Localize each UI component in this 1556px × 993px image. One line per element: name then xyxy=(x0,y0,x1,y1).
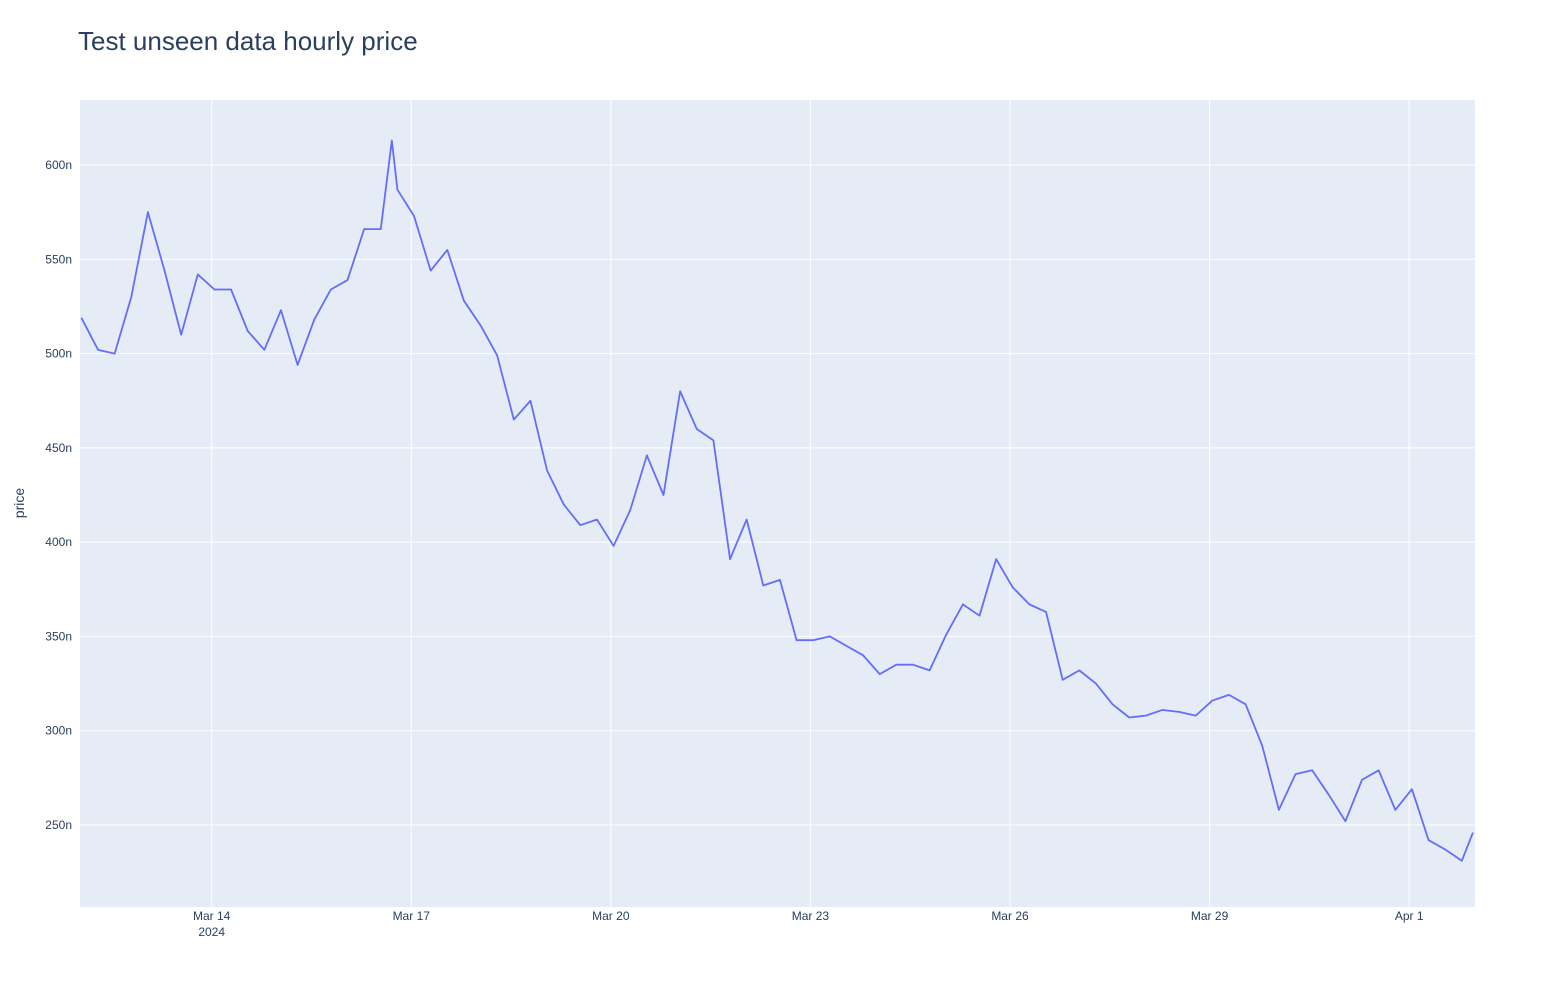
x-tick-label: Mar 20 xyxy=(592,909,630,923)
x-tick-label: Apr 1 xyxy=(1395,909,1424,923)
x-tick-label: Mar 17 xyxy=(393,909,431,923)
y-tick-label: 400n xyxy=(45,535,72,549)
y-tick-label: 450n xyxy=(45,441,72,455)
line xyxy=(80,139,1474,862)
plot-area xyxy=(80,100,1475,907)
y-axis-title: price xyxy=(11,488,27,519)
y-tick-label: 350n xyxy=(45,629,72,643)
x-tick-label: Mar 14 2024 xyxy=(193,909,231,939)
x-tick-label: Mar 29 xyxy=(1191,909,1229,923)
y-tick-label: 300n xyxy=(45,724,72,738)
y-tick-label: 250n xyxy=(45,818,72,832)
y-tick-label: 550n xyxy=(45,252,72,266)
x-tick-label: Mar 26 xyxy=(991,909,1029,923)
chart-title: Test unseen data hourly price xyxy=(78,26,418,56)
x-tick-label: Mar 23 xyxy=(792,909,830,923)
y-tick-label: 600n xyxy=(45,158,72,172)
y-tick-label: 500n xyxy=(45,347,72,361)
grid xyxy=(80,100,1475,907)
